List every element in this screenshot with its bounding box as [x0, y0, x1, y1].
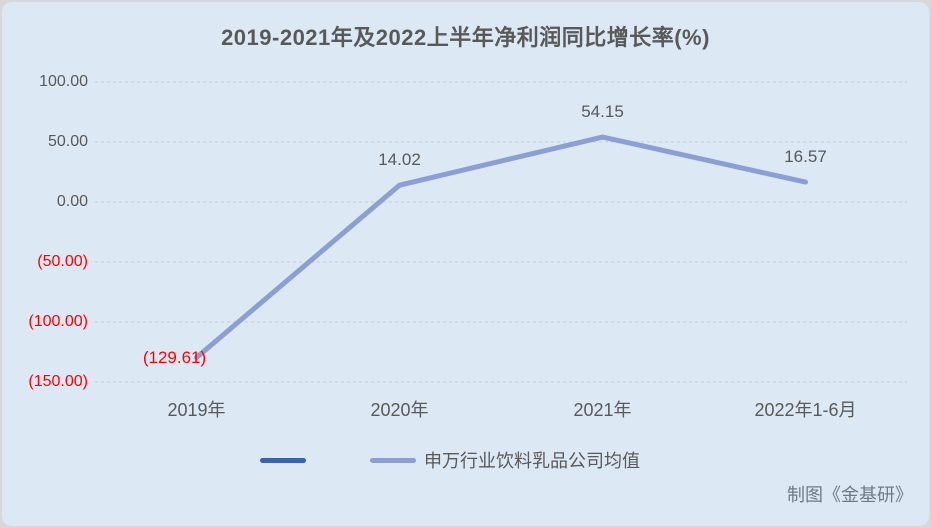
chart-title: 2019-2021年及2022上半年净利润同比增长率(%): [221, 25, 710, 50]
legend-line-icon: [370, 457, 416, 463]
y-axis-tick-label: 100.00: [39, 73, 88, 90]
data-point-label: 16.57: [784, 147, 827, 167]
credit-text: 制图《金基研》: [787, 485, 913, 505]
x-axis-category-label: 2021年: [573, 400, 632, 420]
data-point-label: 14.02: [378, 150, 421, 170]
x-axis-category-label: 2022年1-6月: [754, 400, 857, 420]
y-axis-tick-label: 0.00: [56, 193, 88, 210]
legend-item-series2[interactable]: 申万行业饮料乳品公司均值: [370, 447, 640, 473]
legend-item-series1[interactable]: [260, 457, 314, 463]
x-axis-category-label: 2020年: [370, 400, 429, 420]
y-axis-tick-label: (50.00): [37, 253, 88, 270]
data-point-label: 54.15: [581, 102, 624, 122]
y-axis-tick-label: (150.00): [28, 373, 88, 390]
legend-label-series2: 申万行业饮料乳品公司均值: [424, 451, 640, 471]
series-line: [194, 134, 808, 361]
chart-legend: 申万行业饮料乳品公司均值: [260, 448, 640, 472]
legend-line-icon: [260, 457, 306, 463]
y-axis-tick-label: 50.00: [47, 133, 88, 150]
data-point-label: (129.61): [142, 347, 207, 367]
x-axis-category-label: 2019年: [167, 400, 226, 420]
y-axis-tick-label: (100.00): [28, 313, 88, 330]
